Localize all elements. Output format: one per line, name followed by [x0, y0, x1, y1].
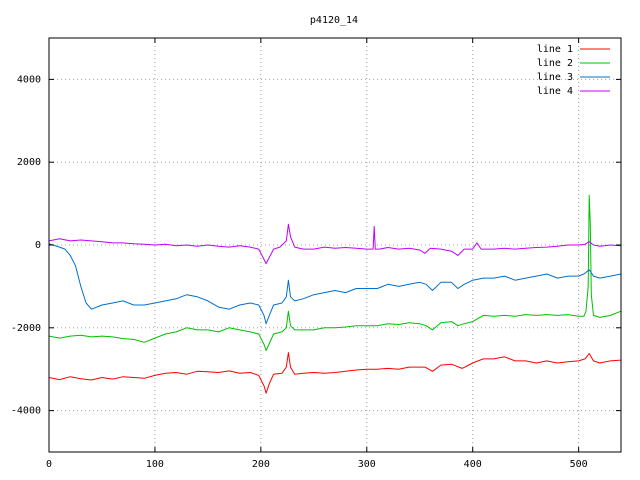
plot-frame: [48, 37, 622, 453]
x-tick-label: 0: [46, 459, 52, 470]
y-tick-label: 4000: [17, 74, 41, 85]
x-tick-label: 300: [358, 459, 376, 470]
legend: line 1 line 2 line 3 line 4: [537, 44, 610, 97]
series-line-3: [48, 243, 622, 325]
legend-label-3: line 3: [537, 72, 573, 83]
y-tick-label: 2000: [17, 157, 41, 168]
legend-label-2: line 2: [537, 58, 573, 69]
x-tick-label: 200: [252, 459, 270, 470]
series-line-4: [48, 223, 622, 265]
grid-lines: [49, 38, 621, 452]
y-tick-label: -4000: [11, 406, 41, 417]
series-lines: [48, 194, 622, 394]
legend-label-1: line 1: [537, 44, 573, 55]
x-tick-label: 500: [570, 459, 588, 470]
y-tick-label: 0: [35, 240, 41, 251]
x-tick-label: 400: [464, 459, 482, 470]
chart-title: p4120_14: [310, 15, 358, 26]
series-line-2: [48, 194, 622, 352]
legend-label-4: line 4: [537, 86, 573, 97]
y-tick-label: -2000: [11, 323, 41, 334]
x-tick-label: 100: [146, 459, 164, 470]
series-line-1: [48, 352, 622, 394]
axis-ticks: 0 100 200 300 400 500 -4000 -2000 0 2000 4000: [11, 38, 621, 470]
